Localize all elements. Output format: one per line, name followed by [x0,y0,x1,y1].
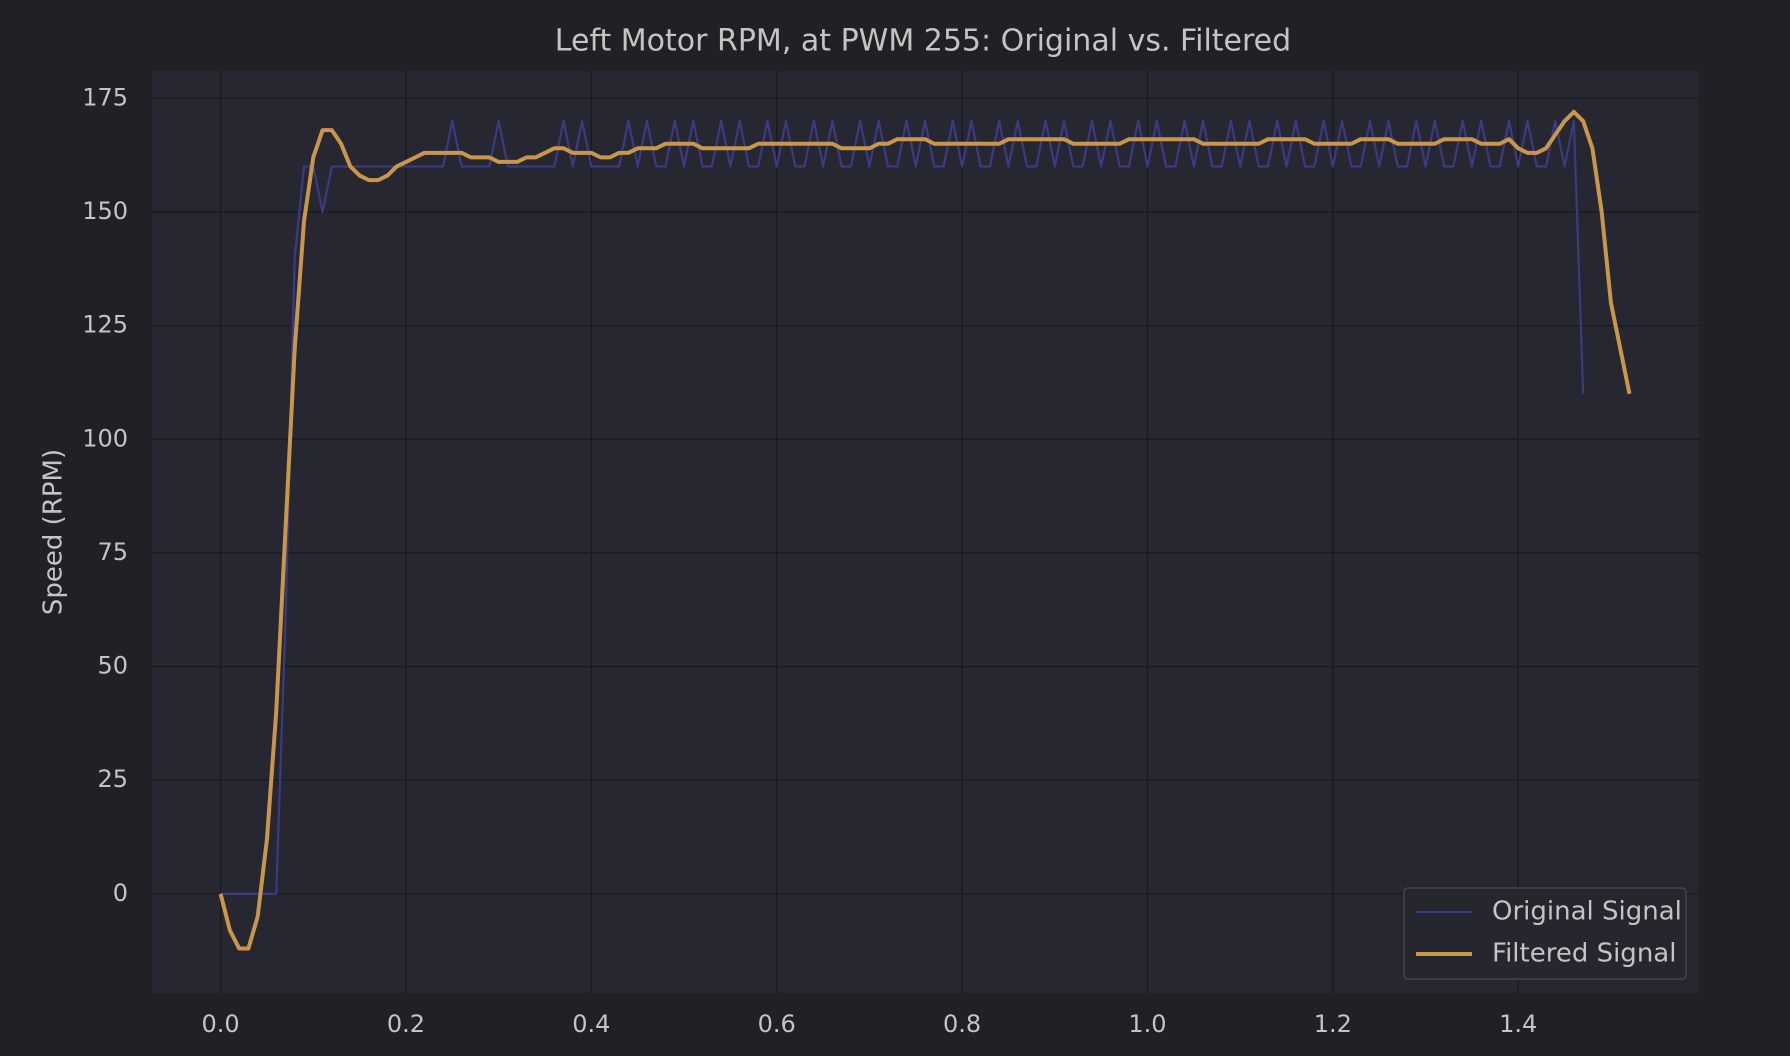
y-tick-label: 75 [97,538,128,566]
x-tick-label: 0.8 [943,1010,981,1038]
x-tick-label: 1.2 [1314,1010,1352,1038]
x-tick-label: 0.2 [387,1010,425,1038]
legend-label: Filtered Signal [1492,939,1676,969]
plot-area [152,71,1699,993]
x-tick-label: 1.4 [1499,1010,1537,1038]
x-tick-label: 0.4 [572,1010,610,1038]
series-line [218,109,1632,951]
x-tick-label: 0.0 [202,1010,240,1038]
y-tick-label: 150 [82,197,128,225]
y-tick-label: 100 [82,424,128,452]
y-tick-label: 50 [97,652,128,680]
y-tick-label: 175 [82,83,128,111]
x-tick-label: 0.6 [758,1010,796,1038]
y-tick-label: 25 [97,765,128,793]
chart-title: Left Motor RPM, at PWM 255: Original vs.… [555,24,1291,59]
legend-label: Original Signal [1492,897,1682,927]
legend-box [1403,887,1687,980]
y-axis-label: Speed (RPM) [39,449,69,615]
y-tick-label: 0 [113,879,128,907]
series-line [220,119,1585,895]
y-tick-label: 125 [82,311,128,339]
x-tick-label: 1.0 [1128,1010,1166,1038]
